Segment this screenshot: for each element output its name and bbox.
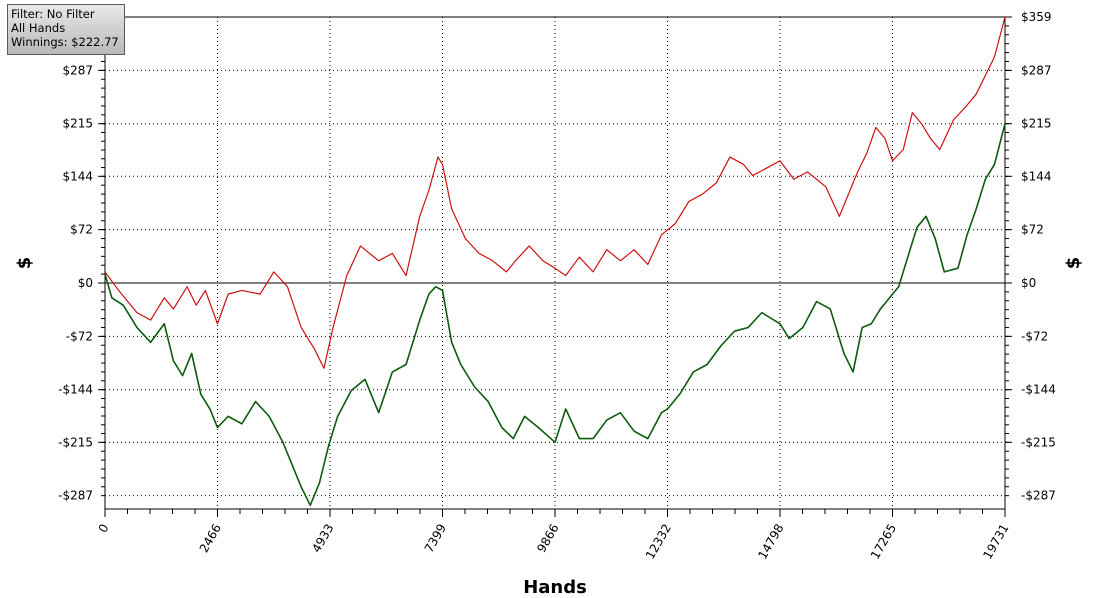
y-tick-label-left: $144	[62, 169, 93, 183]
y-tick-label-right: $72	[1021, 223, 1044, 237]
x-tick-label: 9866	[534, 522, 561, 555]
x-tick-label: 19731	[980, 522, 1011, 562]
x-tick-label: 7399	[422, 522, 449, 555]
filter-label: Filter: No Filter	[11, 7, 95, 21]
y-tick-label-right: -$287	[1021, 489, 1056, 503]
y-tick-label-right: -$215	[1021, 435, 1056, 449]
series-line-1	[104, 123, 1006, 507]
x-tick-label: 14798	[755, 522, 786, 562]
y-tick-label-right: -$144	[1021, 383, 1056, 397]
x-axis-title: Hands	[523, 577, 587, 598]
y-tick-label-left: $72	[70, 223, 93, 237]
plot-frame	[104, 16, 1006, 510]
y-axis-title-right: $	[1063, 257, 1084, 270]
x-tick-label: 12332	[643, 522, 674, 562]
y-tick-label-left: -$215	[58, 435, 93, 449]
x-tick-label: 4933	[309, 522, 336, 555]
y-tick-label-right: $359	[1021, 10, 1052, 24]
x-tick-label: 0	[96, 522, 112, 536]
y-tick-label-left: -$287	[58, 489, 93, 503]
y-tick-label-right: $287	[1021, 63, 1052, 77]
y-tick-label-right: $0	[1021, 276, 1036, 290]
y-tick-label-left: $0	[78, 276, 93, 290]
y-axis-title-left: $	[14, 257, 35, 270]
grid-lines	[105, 16, 1005, 509]
y-tick-labels-left: $359$287$215$144$72$0-$72-$144-$215-$287	[58, 10, 93, 503]
hands-label: All Hands	[11, 21, 66, 35]
series-line-0	[104, 16, 1006, 369]
y-tick-label-right: $215	[1021, 117, 1052, 131]
info-box: Filter: No Filter All Hands Winnings: $2…	[7, 4, 125, 55]
series-layer	[104, 16, 1006, 507]
tick-marks	[98, 16, 1012, 517]
y-tick-label-left: $215	[62, 117, 93, 131]
y-tick-label-left: $287	[62, 63, 93, 77]
x-tick-label: 2466	[197, 522, 224, 555]
y-tick-label-right: -$72	[1021, 329, 1048, 343]
y-tick-label-left: -$72	[66, 329, 93, 343]
x-tick-labels: 0 2466 4933 7399 9866 12332 14798 17265 19731	[96, 522, 1012, 562]
winnings-label: Winnings: $222.77	[11, 35, 119, 49]
y-tick-label-right: $144	[1021, 169, 1052, 183]
x-tick-label: 17265	[868, 522, 899, 562]
y-tick-labels-right: $359 $287 $215 $144 $72 $0 -$72 -$144 -$215 -$287	[1021, 10, 1056, 503]
y-tick-label-left: -$144	[58, 383, 93, 397]
